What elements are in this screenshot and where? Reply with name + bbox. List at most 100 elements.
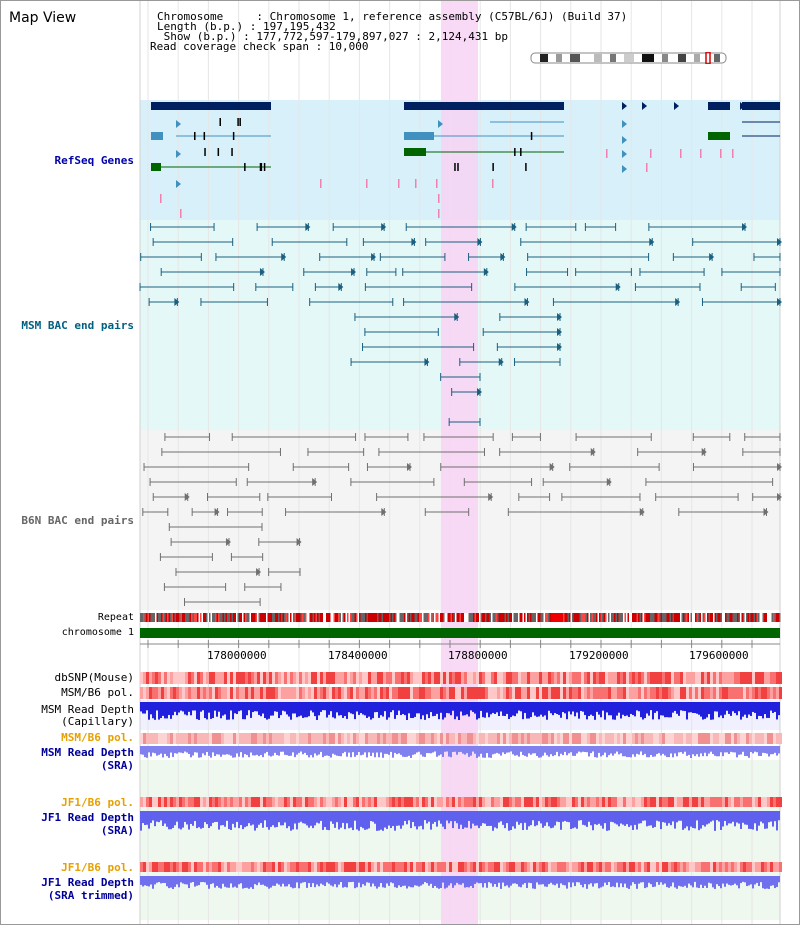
repeat-mark (246, 613, 248, 622)
dbsnp-heat (671, 672, 674, 684)
jf1-b6-pol-trim-heat (242, 862, 245, 872)
msm-depth-capillary-bar (732, 702, 734, 712)
gene-arrow (622, 150, 627, 158)
msm-depth-sra-bar (260, 746, 262, 755)
jf1-b6-pol-heat (431, 797, 434, 807)
msm-b6-pol-sra-heat (173, 733, 176, 744)
gene-block (404, 148, 426, 156)
msm-bac-pair-arrow (742, 223, 748, 231)
msm-depth-capillary-bar (466, 702, 468, 715)
msm-b6-pol-sra-heat (254, 733, 257, 744)
msm-depth-sra-bar (330, 746, 332, 758)
dbsnp-heat (728, 672, 731, 684)
msm-b6-pol-sra-heat (368, 733, 371, 744)
dbsnp-heat (569, 672, 572, 684)
repeat-mark (435, 613, 437, 622)
msm-b6-pol-heat (419, 687, 422, 699)
jf1-b6-pol-trim-heat (407, 862, 410, 872)
jf1-depth-trim-bar (614, 876, 616, 888)
jf1-b6-pol-trim-heat (521, 862, 524, 872)
msm-depth-capillary-bar (518, 702, 520, 711)
msm-b6-pol-heat (386, 687, 389, 699)
repeat-mark (446, 613, 448, 622)
repeat-mark (410, 613, 412, 622)
jf1-depth-trim-bar (524, 876, 526, 884)
jf1-b6-pol-trim-heat (248, 862, 251, 872)
msm-b6-pol-sra-heat (470, 733, 473, 744)
msm-depth-capillary-bar (404, 702, 406, 716)
msm-depth-sra-bar (414, 746, 416, 755)
repeat-mark (402, 613, 404, 622)
jf1-b6-pol-trim-heat (734, 862, 737, 872)
msm-b6-pol-heat (404, 687, 407, 699)
repeat-mark (347, 613, 349, 622)
msm-depth-capillary-bar (162, 702, 164, 716)
msm-depth-sra-bar (654, 746, 656, 757)
jf1-b6-pol-trim-heat (611, 862, 614, 872)
msm-depth-capillary-bar (352, 702, 354, 715)
repeat-mark (752, 613, 754, 622)
label-b6n-bac-end-pairs[interactable]: B6N BAC end pairs (21, 514, 134, 527)
msm-depth-sra-bar (288, 746, 290, 756)
jf1-b6-pol-trim-heat (212, 862, 215, 872)
msm-b6-pol-sra-heat (584, 733, 587, 744)
msm-b6-pol-sra-heat (194, 733, 197, 744)
msm-b6-pol-heat (329, 687, 332, 699)
msm-b6-pol-sra-heat (692, 733, 695, 744)
dbsnp-heat (512, 672, 515, 684)
jf1-depth-trim-bar (246, 876, 248, 888)
msm-depth-sra-bar (762, 746, 764, 753)
msm-depth-sra-bar (772, 746, 774, 755)
dbsnp-heat (428, 672, 431, 684)
jf1-depth-trim-bar (618, 876, 620, 888)
jf1-depth-sra-bar (170, 811, 172, 830)
jf1-depth-trim-bar (312, 876, 314, 884)
jf1-depth-trim-bar (706, 876, 708, 888)
msm-b6-pol-heat (344, 687, 347, 699)
msm-bac-pair-arrow (351, 268, 357, 276)
msm-depth-capillary-bar (582, 702, 584, 712)
jf1-depth-trim-bar (552, 876, 554, 885)
jf1-depth-sra-bar (734, 811, 736, 827)
jf1-depth-sra-bar (268, 811, 270, 830)
jf1-depth-trim-bar (712, 876, 714, 888)
jf1-depth-trim-bar (742, 876, 744, 882)
msm-b6-pol-heat (170, 687, 173, 699)
msm-depth-sra-bar (250, 746, 252, 753)
jf1-b6-pol-heat (629, 797, 632, 807)
msm-depth-sra-bar (534, 746, 536, 754)
jf1-b6-pol-heat (590, 797, 593, 807)
msm-depth-sra-bar (664, 746, 666, 756)
label-msm-bac-end-pairs[interactable]: MSM BAC end pairs (21, 319, 134, 332)
jf1-depth-trim-bar (148, 876, 150, 887)
jf1-depth-sra-bar (552, 811, 554, 828)
jf1-b6-pol-trim-heat (290, 862, 293, 872)
jf1-depth-trim-bar (556, 876, 558, 884)
msm-depth-sra-bar (214, 746, 216, 757)
jf1-b6-pol-heat (503, 797, 506, 807)
msm-depth-sra-bar (166, 746, 168, 757)
msm-b6-pol-sra-heat (503, 733, 506, 744)
dbsnp-heat (458, 672, 461, 684)
msm-depth-sra-bar (290, 746, 292, 756)
jf1-b6-pol-heat (215, 797, 218, 807)
label-refseq-genes[interactable]: RefSeq Genes (54, 154, 134, 167)
msm-depth-sra-bar (212, 746, 214, 753)
jf1-depth-sra-bar (700, 811, 702, 829)
msm-b6-pol-heat (266, 687, 269, 699)
jf1-depth-trim-bar (496, 876, 498, 887)
msm-b6-pol-sra-heat (287, 733, 290, 744)
msm-b6-pol-heat (512, 687, 515, 699)
chromosome-ideogram[interactable] (528, 52, 730, 64)
jf1-depth-trim-bar (542, 876, 544, 885)
repeat-mark (267, 613, 269, 622)
selected-region-highlight[interactable] (441, 0, 478, 925)
msm-depth-sra-bar (696, 746, 698, 755)
msm-depth-sra-bar (448, 746, 450, 757)
msm-depth-sra-bar (396, 746, 398, 755)
jf1-depth-trim-bar (430, 876, 432, 884)
jf1-b6-pol-heat (509, 797, 512, 807)
repeat-mark (369, 613, 371, 622)
repeat-mark (572, 613, 574, 622)
